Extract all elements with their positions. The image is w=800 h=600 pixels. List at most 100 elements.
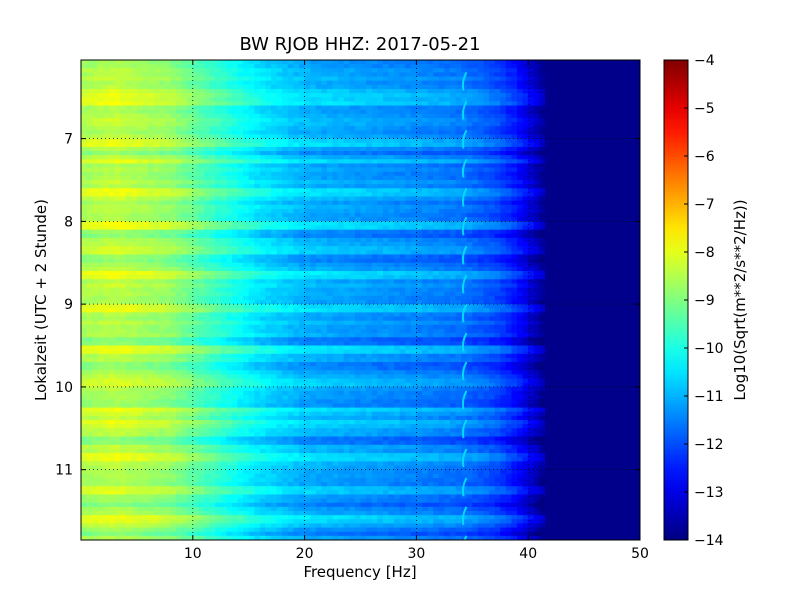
heatmap-cell [287, 217, 295, 222]
heatmap-cell [282, 250, 289, 256]
heatmap-cell [271, 146, 278, 152]
heatmap-cell [215, 233, 222, 239]
heatmap-cell [276, 101, 283, 107]
heatmap-cell [103, 262, 110, 268]
heatmap-cell [259, 229, 267, 235]
heatmap-cell [114, 229, 121, 235]
heatmap-cell [522, 229, 529, 235]
heatmap-cell [164, 229, 172, 235]
heatmap-cell [399, 246, 406, 251]
heatmap-cell [271, 84, 278, 90]
heatmap-cell [299, 180, 306, 185]
heatmap-cell [449, 213, 457, 218]
heatmap-cell [449, 163, 457, 169]
heatmap-cell [276, 155, 283, 160]
heatmap-cell [449, 237, 457, 243]
heatmap-cell [461, 167, 468, 173]
heatmap-cell [321, 225, 328, 231]
heatmap-cell [455, 250, 462, 256]
heatmap-cell [142, 242, 149, 247]
heatmap-cell [92, 72, 99, 78]
heatmap-cell [394, 196, 401, 202]
heatmap-cell [505, 200, 513, 206]
heatmap-cell [500, 68, 507, 74]
heatmap-cell [81, 237, 88, 243]
heatmap-cell [209, 159, 216, 165]
heatmap-cell [444, 113, 451, 119]
heatmap-cell [399, 101, 406, 107]
heatmap-cell [170, 200, 177, 206]
heatmap-cell [142, 196, 149, 202]
heatmap-cell [120, 142, 127, 148]
heatmap-cell [192, 225, 199, 231]
heatmap-cell [259, 258, 267, 264]
heatmap-cell [97, 76, 104, 82]
heatmap-cell [489, 138, 496, 144]
heatmap-cell [276, 184, 283, 189]
heatmap-cell [170, 146, 177, 152]
heatmap-cell [584, 188, 591, 194]
heatmap-cell [299, 134, 306, 140]
heatmap-cell [231, 105, 239, 111]
heatmap-cell [394, 229, 401, 235]
heatmap-cell [187, 130, 194, 136]
heatmap-cell [332, 60, 339, 65]
heatmap-cell [248, 188, 255, 194]
heatmap-cell [310, 200, 317, 206]
heatmap-cell [276, 200, 283, 206]
heatmap-cell [209, 146, 216, 152]
heatmap-cell [572, 60, 580, 65]
heatmap-cell [371, 163, 378, 169]
heatmap-cell [539, 80, 546, 86]
chart-title: BW RJOB HHZ: 2017-05-21 [239, 34, 480, 55]
heatmap-cell [399, 180, 406, 185]
heatmap-cell [539, 117, 546, 123]
heatmap-cell [505, 242, 513, 247]
heatmap-cell [343, 80, 350, 86]
heatmap-cell [623, 229, 630, 235]
heatmap-cell [243, 225, 250, 231]
heatmap-cell [248, 237, 255, 243]
heatmap-cell [164, 163, 172, 169]
heatmap-cell [315, 126, 322, 131]
heatmap-cell [416, 113, 423, 119]
heatmap-cell [226, 196, 233, 202]
heatmap-cell [287, 151, 295, 156]
heatmap-cell [466, 213, 473, 218]
heatmap-cell [421, 64, 429, 69]
heatmap-cell [561, 97, 568, 102]
heatmap-cell [265, 101, 272, 107]
heatmap-cell [326, 188, 334, 194]
heatmap-cell [159, 242, 166, 247]
heatmap-cell [265, 134, 272, 140]
heatmap-cell [617, 213, 624, 218]
heatmap-cell [170, 246, 177, 251]
heatmap-cell [572, 138, 580, 144]
heatmap-cell [589, 246, 596, 251]
heatmap-cell [176, 242, 183, 247]
heatmap-cell [634, 76, 640, 82]
heatmap-cell [254, 196, 261, 202]
heatmap-cell [142, 225, 149, 231]
heatmap-cell [366, 109, 373, 115]
heatmap-cell [483, 192, 490, 198]
heatmap-cell [81, 151, 88, 156]
heatmap-cell [315, 229, 322, 235]
heatmap-cell [612, 171, 619, 177]
heatmap-cell [483, 159, 490, 165]
heatmap-cell [567, 204, 574, 210]
heatmap-cell [343, 163, 350, 169]
heatmap-cell [628, 126, 636, 131]
heatmap-cell [332, 217, 339, 222]
heatmap-cell [505, 221, 513, 227]
heatmap-cell [366, 88, 373, 94]
heatmap-cell [556, 151, 563, 156]
heatmap-cell [237, 204, 244, 210]
heatmap-cell [556, 233, 563, 239]
heatmap-cell [472, 171, 479, 177]
heatmap-cell [578, 175, 585, 181]
heatmap-cell [500, 229, 507, 235]
heatmap-cell [494, 180, 501, 185]
heatmap-cell [226, 80, 233, 86]
heatmap-cell [192, 200, 199, 206]
